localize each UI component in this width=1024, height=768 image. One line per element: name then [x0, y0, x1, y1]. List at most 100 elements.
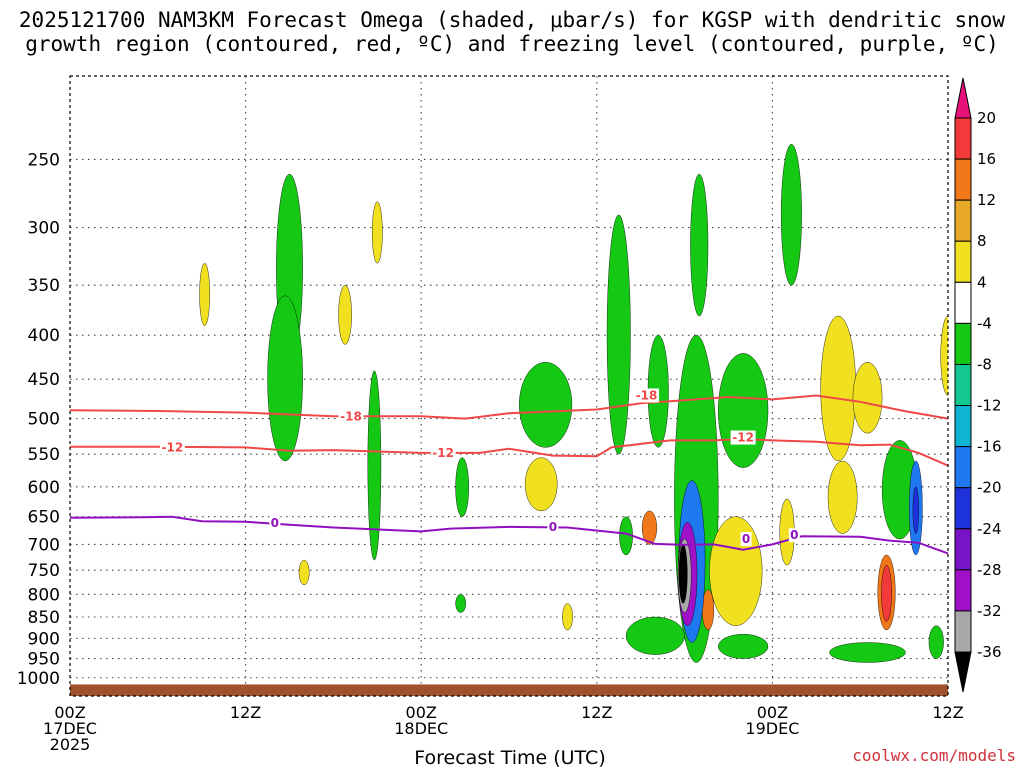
- contour-label: 0: [549, 520, 557, 534]
- x-tick-label: 2025: [50, 735, 91, 754]
- x-tick-label: 12Z: [932, 703, 963, 722]
- omega-shade-region: [829, 642, 906, 663]
- x-tick-label: 00Z: [54, 703, 85, 722]
- x-tick-label: 18DEC: [394, 719, 448, 738]
- y-axis-ticks: 2503003504004505005506006507007508008509…: [17, 150, 60, 688]
- contour-label: -18: [636, 388, 658, 402]
- omega-shade-region: [562, 603, 573, 631]
- omega-shade-region: [338, 285, 352, 345]
- colorbar-label: 12: [977, 191, 996, 209]
- colorbar-label: -32: [977, 602, 1002, 620]
- omega-shade-region: [524, 457, 558, 512]
- title-line-1: 2025121700 NAM3KM Forecast Omega (shaded…: [18, 8, 1006, 32]
- contour-label-bg: [547, 519, 559, 534]
- contour-label: 0: [271, 516, 279, 530]
- contour-label-bg: [634, 388, 660, 403]
- contour-label-bg: [159, 440, 185, 455]
- colorbar-box: [954, 322, 972, 365]
- colorbar-box: [954, 487, 972, 530]
- credit-text: coolwx.com/models: [852, 746, 1016, 765]
- colorbar-label: 20: [977, 109, 996, 127]
- x-axis-title: Forecast Time (UTC): [414, 747, 605, 768]
- contour-label: -12: [732, 431, 754, 445]
- ground-terrain: [70, 684, 948, 696]
- colorbar-bottom-arrow: [954, 651, 972, 693]
- omega-shade-region: [371, 201, 383, 264]
- colorbar-top-arrow: [954, 77, 972, 119]
- colorbar-label: -8: [977, 355, 992, 373]
- omega-shade-region: [940, 315, 948, 396]
- y-tick-label: 650: [28, 508, 60, 528]
- colorbar-label: -36: [977, 643, 1002, 661]
- y-tick-label: 600: [28, 478, 60, 498]
- contour-label: 0: [790, 528, 798, 542]
- y-tick-label: 350: [28, 276, 60, 296]
- y-tick-label: 700: [28, 535, 60, 555]
- omega-shade-region: [606, 214, 631, 455]
- contour-label: -12: [162, 440, 184, 454]
- contour-label: -12: [432, 446, 454, 460]
- contour-labels: -18 -18 -12 -12 -12 0 0 0 0: [159, 388, 800, 547]
- colorbar-box: [954, 117, 972, 160]
- contour-label-bg: [269, 515, 281, 530]
- omega-shade-region: [625, 616, 685, 655]
- omega-shade-region: [827, 460, 858, 534]
- contour-0: [70, 515, 948, 555]
- y-tick-label: 250: [28, 150, 60, 170]
- title-line-2: growth region (contoured, red, ºC) and f…: [25, 32, 999, 56]
- contour-label-bg: [788, 528, 800, 543]
- contour-label-bg: [430, 445, 456, 460]
- colorbar-label: -24: [977, 520, 1002, 538]
- x-tick-label: 00Z: [406, 703, 437, 722]
- y-tick-label: 900: [28, 629, 60, 649]
- omega-shade-region: [519, 362, 573, 448]
- contour--18: [70, 394, 948, 420]
- omega-shade-region: [455, 457, 469, 517]
- colorbar-label: -12: [977, 397, 1002, 415]
- y-tick-label: 950: [28, 650, 60, 670]
- contour--12: [70, 437, 948, 467]
- omega-shade-region: [928, 625, 944, 659]
- omega-shade-region: [690, 173, 709, 317]
- colorbar-label: -20: [977, 479, 1002, 497]
- contour-lines: [70, 394, 948, 555]
- omega-shade-region: [709, 516, 763, 626]
- colorbar-box: [954, 610, 972, 653]
- omega-shade-region: [267, 295, 303, 462]
- colorbar-box: [954, 281, 972, 324]
- colorbar-label: 4: [977, 273, 987, 291]
- y-tick-label: 450: [28, 370, 60, 390]
- plot-frame: [69, 75, 949, 697]
- colorbar-box: [954, 528, 972, 571]
- y-tick-label: 750: [28, 561, 60, 581]
- colorbar-label: -4: [977, 314, 992, 332]
- omega-shade-region: [298, 559, 310, 586]
- colorbar-box: [954, 158, 972, 201]
- omega-shade-region: [881, 564, 892, 622]
- contour-label-bg: [740, 532, 752, 547]
- omega-shade-region: [780, 143, 802, 286]
- omega-shade-region: [852, 362, 883, 434]
- y-tick-label: 300: [28, 219, 60, 239]
- omega-shade-region: [641, 510, 657, 545]
- grid-lines: [70, 76, 948, 696]
- x-tick-label: 00Z: [757, 703, 788, 722]
- contour-label: 0: [742, 532, 750, 546]
- colorbar-label: 16: [977, 150, 996, 168]
- colorbar-box: [954, 446, 972, 489]
- colorbar-label: -28: [977, 561, 1002, 579]
- y-tick-label: 400: [28, 326, 60, 346]
- omega-shade-region: [718, 353, 769, 468]
- colorbar-box: [954, 363, 972, 407]
- colorbar-box: [954, 199, 972, 242]
- y-tick-label: 1000: [17, 669, 60, 689]
- colorbar-box: [954, 405, 972, 448]
- y-tick-label: 500: [28, 410, 60, 430]
- y-tick-label: 850: [28, 608, 60, 628]
- contour-label: -18: [340, 409, 362, 423]
- y-tick-label: 550: [28, 445, 60, 465]
- colorbar-box: [954, 569, 972, 612]
- x-tick-label: 12Z: [581, 703, 612, 722]
